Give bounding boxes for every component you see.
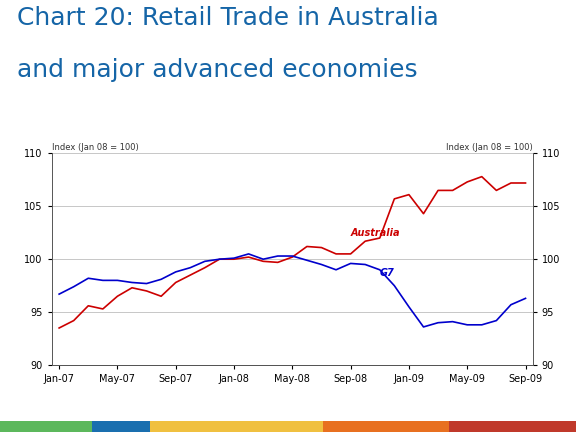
Text: Chart 20: Retail Trade in Australia: Chart 20: Retail Trade in Australia: [17, 6, 439, 31]
Text: 22: 22: [550, 398, 562, 407]
Text: Australia: Australia: [351, 228, 400, 238]
FancyBboxPatch shape: [92, 421, 150, 432]
Text: and major advanced economies: and major advanced economies: [17, 58, 418, 83]
FancyBboxPatch shape: [449, 421, 576, 432]
Text: Index (Jan 08 = 100): Index (Jan 08 = 100): [52, 143, 139, 152]
Text: G7: G7: [380, 268, 395, 278]
FancyBboxPatch shape: [150, 421, 323, 432]
Text: Source: ABS Catalogue Number 8501.0 and Thomson Reuters.: Source: ABS Catalogue Number 8501.0 and …: [14, 400, 232, 406]
FancyBboxPatch shape: [323, 421, 449, 432]
Text: Index (Jan 08 = 100): Index (Jan 08 = 100): [446, 143, 533, 152]
FancyBboxPatch shape: [0, 421, 92, 432]
